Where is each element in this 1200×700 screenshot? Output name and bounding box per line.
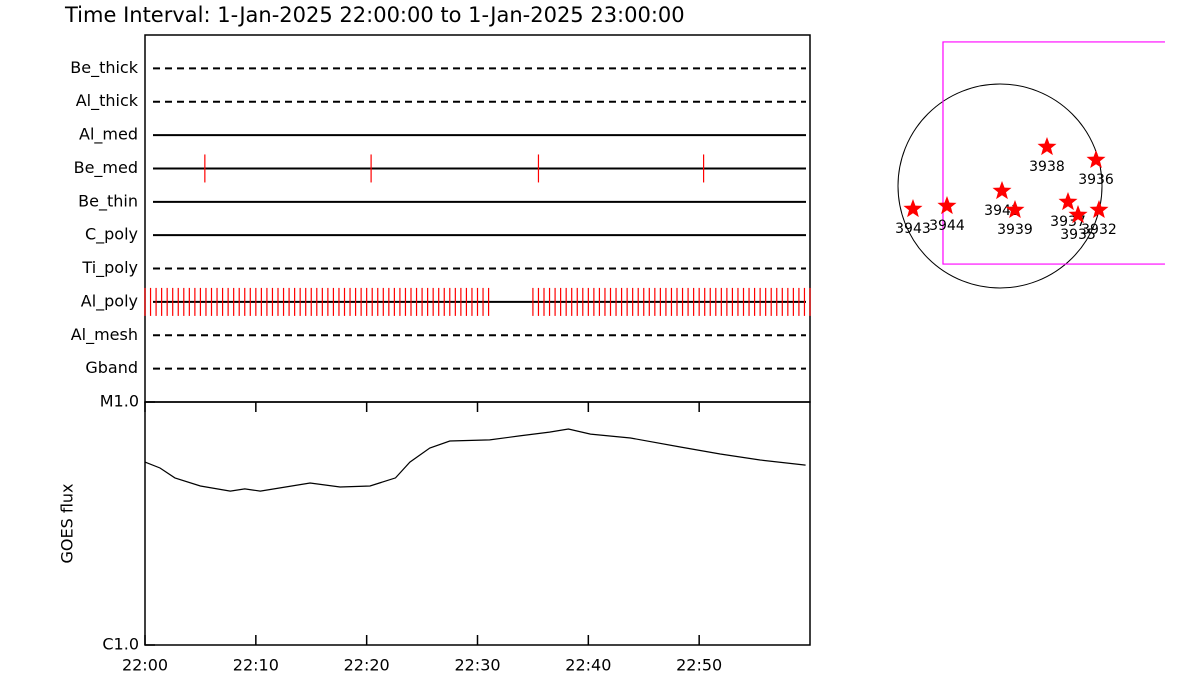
region-star bbox=[1058, 192, 1078, 211]
y-tick-label: C1.0 bbox=[102, 635, 139, 654]
row-label: Ti_poly bbox=[81, 258, 138, 278]
chart-title: Time Interval: 1-Jan-2025 22:00:00 to 1-… bbox=[64, 3, 685, 27]
row-label: Be_med bbox=[74, 158, 138, 178]
region-star bbox=[1089, 200, 1109, 218]
region-star bbox=[1037, 137, 1057, 156]
row-label: Al_thick bbox=[76, 91, 139, 111]
region-label: 3935 bbox=[1060, 227, 1096, 243]
y-tick-label: M1.0 bbox=[100, 392, 139, 411]
y-axis-label: GOES flux bbox=[58, 483, 77, 563]
region-label: 3943 bbox=[895, 221, 931, 237]
timeline-frame bbox=[144, 34, 811, 403]
region-star bbox=[903, 199, 923, 218]
row-label: Al_med bbox=[79, 125, 138, 145]
region-star bbox=[1086, 150, 1106, 168]
region-label: 3944 bbox=[929, 218, 965, 234]
x-tick-label: 22:10 bbox=[233, 656, 279, 675]
row-label: Be_thin bbox=[78, 191, 138, 211]
x-tick-label: 22:50 bbox=[676, 656, 722, 675]
x-tick-label: 22:40 bbox=[565, 656, 611, 675]
x-tick-label: 22:00 bbox=[122, 656, 168, 675]
region-label: 3938 bbox=[1029, 159, 1065, 175]
row-label: Gband bbox=[85, 358, 138, 377]
region-label: 3939 bbox=[997, 222, 1033, 238]
solar-disk bbox=[897, 83, 1103, 289]
row-label: C_poly bbox=[85, 225, 138, 245]
goes-frame bbox=[144, 401, 811, 646]
region-label: 3936 bbox=[1078, 172, 1114, 188]
x-tick-label: 22:20 bbox=[344, 656, 390, 675]
region-star bbox=[992, 181, 1012, 200]
region-label: 3932 bbox=[1081, 222, 1117, 238]
row-label: Be_thick bbox=[70, 58, 138, 78]
row-label: Al_mesh bbox=[71, 325, 138, 345]
region-star bbox=[1005, 200, 1025, 218]
row-label: Al_poly bbox=[81, 291, 138, 311]
goes-curve bbox=[144, 428, 806, 492]
region-star bbox=[1068, 205, 1088, 224]
x-tick-label: 22:30 bbox=[454, 656, 500, 675]
field-of-view bbox=[942, 41, 1165, 265]
region-star bbox=[937, 196, 957, 215]
